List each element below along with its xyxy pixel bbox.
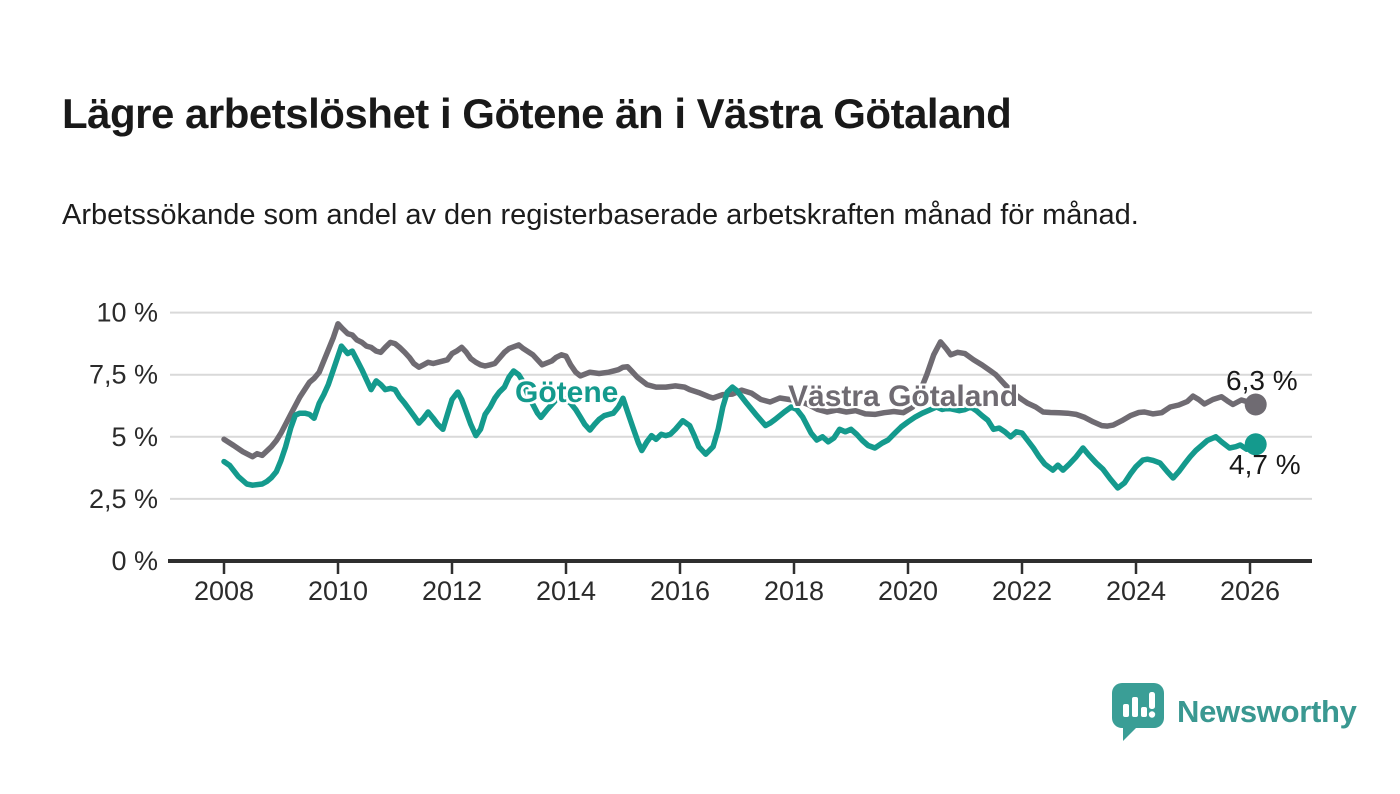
x-tick-label: 2010 bbox=[308, 576, 368, 606]
y-tick-label: 7,5 % bbox=[89, 360, 158, 390]
y-tick-label: 2,5 % bbox=[89, 484, 158, 514]
newsworthy-logo-icon bbox=[1112, 683, 1164, 741]
mini-bar-chart-glyph bbox=[1123, 692, 1156, 718]
chart-subtitle: Arbetssökande som andel av den registerb… bbox=[62, 199, 1139, 231]
series-label-gotene: Götene bbox=[515, 376, 619, 409]
series-line-gotene bbox=[221, 343, 1259, 491]
x-tick-label: 2008 bbox=[194, 576, 254, 606]
x-tick-label: 2018 bbox=[764, 576, 824, 606]
y-tick-label: 10 % bbox=[96, 298, 158, 328]
series-line-vastra-gotaland bbox=[221, 321, 1259, 460]
x-tick-label: 2022 bbox=[992, 576, 1052, 606]
end-value-label-gotene: 4,7 % bbox=[1229, 449, 1301, 480]
page-title: Lägre arbetslöshet i Götene än i Västra … bbox=[62, 90, 1012, 138]
y-tick-label: 0 % bbox=[111, 546, 158, 576]
x-tick-label: 2014 bbox=[536, 576, 596, 606]
end-value-label-vastra-gotaland: 6,3 % bbox=[1226, 365, 1298, 396]
x-tick-label: 2012 bbox=[422, 576, 482, 606]
x-tick-label: 2016 bbox=[650, 576, 710, 606]
y-tick-label: 5 % bbox=[111, 422, 158, 452]
x-tick-label: 2026 bbox=[1220, 576, 1280, 606]
series-label-vastra-gotaland: Västra Götaland bbox=[788, 380, 1019, 413]
newsworthy-logo: Newsworthy bbox=[1112, 683, 1357, 741]
x-tick-label: 2020 bbox=[878, 576, 938, 606]
newsworthy-logo-text: Newsworthy bbox=[1177, 694, 1357, 729]
x-tick-label: 2024 bbox=[1106, 576, 1166, 606]
